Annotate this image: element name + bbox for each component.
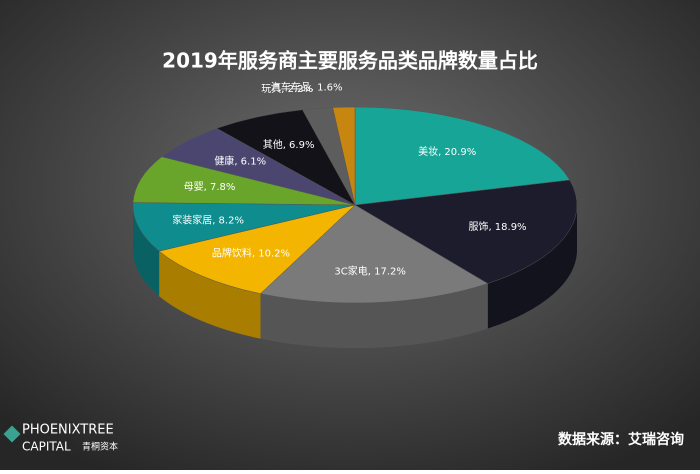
slice-side-shade bbox=[260, 283, 488, 348]
label-category: 品牌饮料 bbox=[212, 246, 252, 259]
slice-side bbox=[133, 205, 160, 297]
logo-cn: 青桐资本 bbox=[82, 441, 118, 453]
slice-side bbox=[487, 205, 577, 329]
slice bbox=[332, 106, 356, 206]
label-value: , 17.2% bbox=[368, 266, 406, 277]
data-label: 服饰, 18.9% bbox=[468, 220, 526, 233]
label-value: , 1.6% bbox=[311, 82, 343, 93]
label-value: , 7.8% bbox=[204, 182, 236, 193]
source: 数据来源：艾瑞咨询 bbox=[558, 431, 684, 448]
slice bbox=[354, 106, 571, 206]
data-label: 母婴, 7.8% bbox=[184, 181, 236, 193]
label-value: , 6.9% bbox=[283, 140, 315, 151]
logo-name: PHOENIXTREE bbox=[22, 423, 114, 438]
slice-side-shade bbox=[133, 205, 160, 297]
slice bbox=[259, 204, 489, 304]
data-label: 家装家居, 8.2% bbox=[172, 213, 244, 226]
label-category: 服饰 bbox=[468, 220, 488, 233]
label-value: , 10.2% bbox=[252, 248, 290, 259]
slice-side-shade bbox=[487, 205, 577, 329]
data-label: 品牌饮料, 10.2% bbox=[212, 246, 290, 259]
pie: 美妆, 20.9% 服饰, 18.9% 3C家电, 17.2% 品牌饮料, 10.2%… bbox=[132, 80, 578, 348]
label-category: 其他 bbox=[263, 138, 283, 151]
slice-side-shade bbox=[159, 251, 261, 339]
label-category: 健康 bbox=[214, 155, 234, 168]
label-value: , 20.9% bbox=[438, 147, 476, 158]
slice-side bbox=[159, 251, 261, 339]
label-category: 汽车车品 bbox=[271, 80, 311, 93]
label-value: , 2.2% bbox=[281, 84, 313, 95]
label-category: 3C家电 bbox=[334, 264, 367, 277]
slice bbox=[354, 179, 578, 284]
logo: PHOENIXTREE CAPITAL 青桐资本 bbox=[3, 423, 118, 454]
data-label: 3C家电, 17.2% bbox=[334, 264, 405, 277]
data-label: 健康, 6.1% bbox=[214, 155, 266, 168]
slice bbox=[132, 202, 356, 252]
data-label: 玩具, 2.2% bbox=[261, 83, 313, 95]
label-value: , 8.2% bbox=[212, 215, 244, 226]
label-category: 玩具 bbox=[261, 83, 281, 95]
label-value: , 6.1% bbox=[234, 157, 266, 168]
data-label: 汽车车品, 1.6% bbox=[271, 80, 343, 93]
label-category: 母婴 bbox=[184, 181, 204, 193]
label-category: 家装家居 bbox=[172, 213, 212, 226]
slice-side bbox=[260, 283, 488, 348]
slice bbox=[158, 204, 356, 294]
chart-title: 2019年服务商主要服务品类品牌数量占比 bbox=[162, 49, 538, 73]
label-value: , 18.9% bbox=[488, 222, 526, 233]
logo-sub: CAPITAL bbox=[22, 440, 71, 454]
slice bbox=[132, 156, 356, 206]
data-label: 美妆, 20.9% bbox=[418, 145, 476, 158]
label-category: 美妆 bbox=[418, 145, 438, 158]
data-label: 其他, 6.9% bbox=[263, 138, 315, 151]
